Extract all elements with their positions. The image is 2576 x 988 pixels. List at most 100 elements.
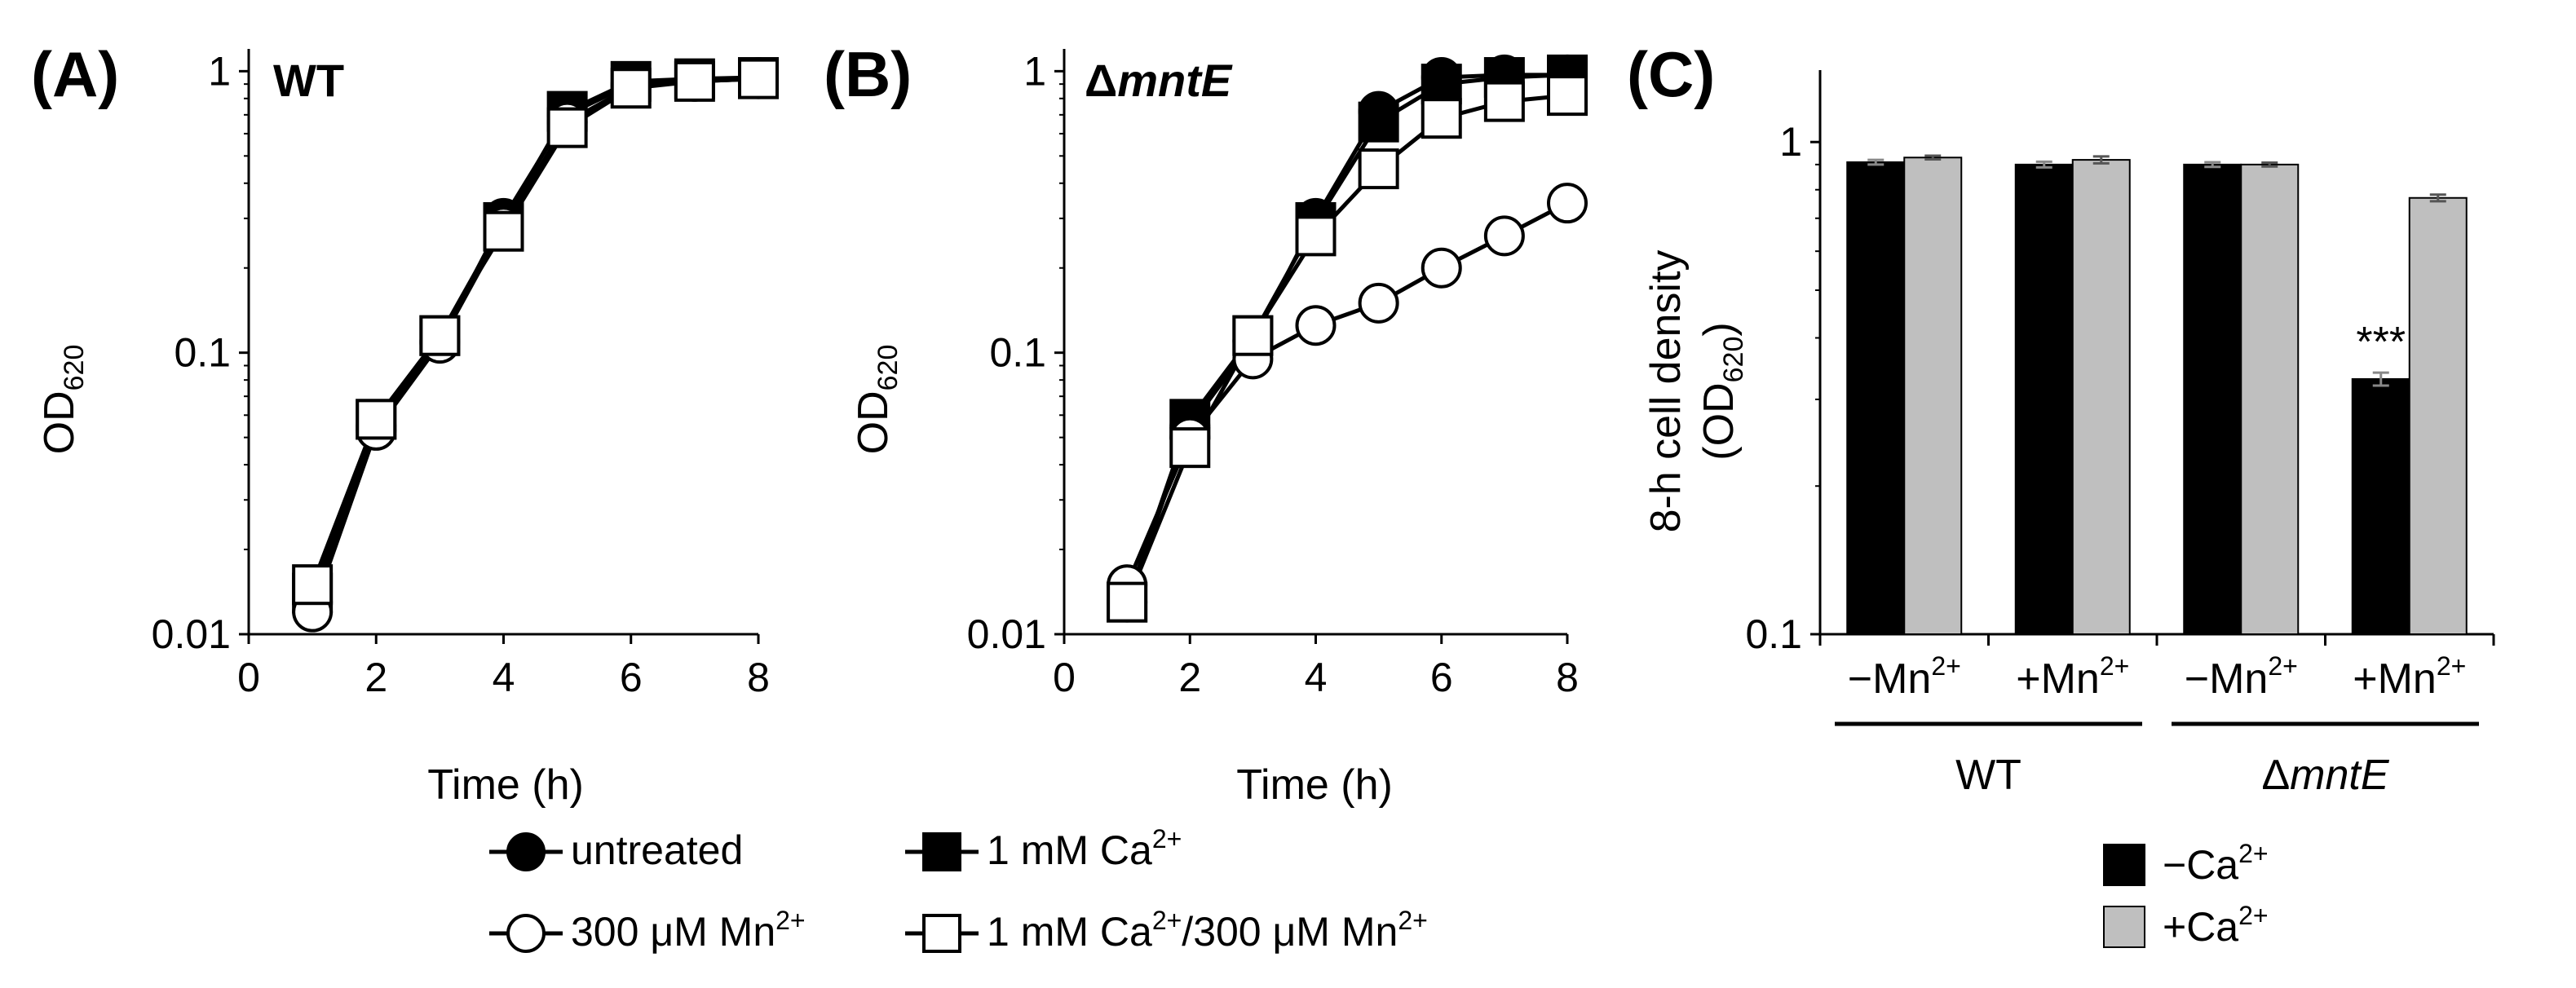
- bar-legend-label: +Ca2+: [2163, 901, 2269, 950]
- panel-c-group-label: ΔmntE: [2261, 752, 2389, 799]
- panel-c-bar: [2240, 163, 2300, 635]
- panel-a-ylabel-sub: 620: [59, 345, 90, 391]
- panel-b-data-point: [1358, 101, 1399, 143]
- legend-label-text: 300 μM Mn: [571, 909, 775, 955]
- bar-legend-text: −Ca: [2163, 842, 2238, 888]
- legend-label: 300 μM Mn2+: [571, 906, 806, 955]
- legend-label-sup: 2+: [1152, 906, 1182, 935]
- panel-b-data-point: [1358, 148, 1399, 190]
- panel-a-data-point: [738, 58, 779, 99]
- panel-b-x-tick-label: 0: [1053, 655, 1076, 700]
- panel-c-category-label: +Mn2+: [2353, 651, 2466, 703]
- bar-legend: −Ca2++Ca2+: [2103, 839, 2269, 950]
- panel-a-y-tick-label: 0.01: [152, 611, 231, 657]
- panel-a-label: (A): [31, 38, 119, 110]
- panel-a-series-line: [310, 77, 759, 586]
- panel-b-data-point: [1483, 215, 1525, 257]
- panel-b-y-tick-label: 0.01: [967, 611, 1046, 657]
- legend-label-text: 1 mM Ca: [987, 909, 1152, 955]
- panel-c-ylabel-line1: 8-h cell density: [1642, 250, 1690, 533]
- panel-c-bar: [1846, 161, 1906, 635]
- panel-a-x-tick-label: 0: [237, 655, 260, 700]
- panel-b-ylabel: OD620: [850, 345, 904, 455]
- panel-c-category-text: −Mn: [1848, 655, 1932, 703]
- panel-b-ylabel-main: OD: [850, 390, 897, 454]
- legend-marker: [506, 832, 546, 871]
- panel-b-series-line: [1125, 201, 1569, 586]
- panel-b-data-point: [1107, 581, 1148, 623]
- panel-c-group-name: mntE: [2290, 752, 2390, 799]
- panel-a-data-point: [610, 68, 652, 109]
- panel-c-ylabel-line2: (OD620): [1695, 322, 1749, 460]
- panel-a-ylabel-main: OD: [36, 390, 83, 454]
- panel-b-label: (B): [824, 38, 912, 110]
- legend-label: 1 mM Ca2+: [987, 824, 1182, 873]
- panel-b-y-tick-label: 0.1: [989, 330, 1046, 376]
- panel-c-category-text: +Mn: [2353, 655, 2437, 703]
- panel-c-ylabel-open: (OD: [1695, 382, 1743, 460]
- panel-b-strain-name: mntE: [1117, 55, 1233, 106]
- panel-b-x-tick-label: 8: [1556, 655, 1579, 700]
- panel-c-y-tick-label: 0.1: [1745, 611, 1802, 657]
- panel-a-x-tick-label: 4: [493, 655, 515, 700]
- panel-b-data-point: [1295, 215, 1337, 257]
- legend-marker: [506, 914, 546, 953]
- panel-c-category-label: −Mn2+: [2185, 651, 2298, 703]
- panel-b-data-point: [1547, 183, 1588, 224]
- panel-b-y-tick-label: 1: [1023, 48, 1046, 94]
- panel-c-category-sup: 2+: [2437, 651, 2466, 681]
- panel-c-group-label: WT: [1955, 752, 2021, 799]
- panel-a-data-point: [546, 107, 588, 148]
- panel-a-data-point: [483, 210, 524, 252]
- line-legend: untreated 1 mM Ca2+300 μM Mn2+ 1 mM Ca2+/3…: [489, 824, 1428, 955]
- panel-a-xlabel: Time (h): [427, 761, 584, 809]
- panel-a-x-tick-label: 8: [747, 655, 770, 700]
- bar-legend-sup: 2+: [2238, 839, 2268, 868]
- panel-b-strain-label: ΔmntE: [1085, 55, 1233, 106]
- panel-c-category-sup: 2+: [2268, 651, 2297, 681]
- panel-a-strain-label: WT: [273, 55, 344, 106]
- legend-marker: [922, 832, 961, 871]
- panel-c-category-label: −Mn2+: [1848, 651, 1961, 703]
- panel-b-data-point: [1483, 81, 1525, 122]
- panel-c-ylabel-close: ): [1695, 322, 1743, 336]
- bar-legend-label: −Ca2+: [2163, 839, 2269, 888]
- panel-b-series-line: [1125, 73, 1568, 603]
- panel-b-data-point: [1547, 75, 1588, 117]
- panel-c-category-sup: 2+: [1931, 651, 1960, 681]
- panel-a-series-line: [310, 77, 759, 613]
- legend-label-text: 1 mM Ca: [987, 827, 1152, 873]
- panel-b-plot: 0.01 0.1 1 0 2 4 6 8: [967, 48, 1588, 700]
- panel-c-category-sup: 2+: [2100, 651, 2129, 681]
- legend-label: untreated: [571, 827, 743, 873]
- panel-b-series-line: [1125, 73, 1567, 603]
- panel-c-bar: [2408, 196, 2468, 636]
- panel-c-ylabel-sub: 620: [1718, 337, 1749, 383]
- panel-c-plot: 0.11−Mn2+ +Mn2+ −Mn2+ +Mn2+***WT ΔmntE: [1745, 70, 2495, 799]
- legend-label-sup: 2+: [775, 906, 805, 935]
- legend-label-text2: /300 μM Mn: [1182, 909, 1398, 955]
- legend-marker: [922, 914, 961, 953]
- panel-a-data-point: [674, 60, 715, 102]
- panel-c-category-text: −Mn: [2185, 655, 2269, 703]
- panel-a-data-point: [292, 564, 334, 606]
- panel-a-data-point: [419, 315, 461, 356]
- panel-c-category-label: +Mn2+: [2016, 651, 2129, 703]
- panel-c-bar: [2183, 163, 2242, 635]
- panel-a-data-point: [356, 399, 397, 440]
- panel-c-y-tick-label: 1: [1779, 119, 1802, 165]
- panel-b-data-point: [1421, 247, 1462, 289]
- bar-legend-sup: 2+: [2238, 901, 2268, 930]
- panel-c-group-prefix: Δ: [2261, 752, 2290, 799]
- panel-b-data-point: [1358, 282, 1399, 324]
- panel-a-series-line: [310, 75, 759, 603]
- bar-legend-text: +Ca: [2163, 904, 2238, 950]
- panel-c-significance: ***: [2356, 319, 2406, 366]
- panel-b-data-point: [1169, 427, 1211, 469]
- panel-b-data-point: [1421, 64, 1462, 105]
- bar-legend-swatch: [2103, 844, 2145, 886]
- panel-b-x-tick-label: 6: [1430, 655, 1453, 700]
- panel-a-y-tick-label: 1: [208, 48, 231, 94]
- panel-a-y-tick-label: 0.1: [174, 330, 231, 376]
